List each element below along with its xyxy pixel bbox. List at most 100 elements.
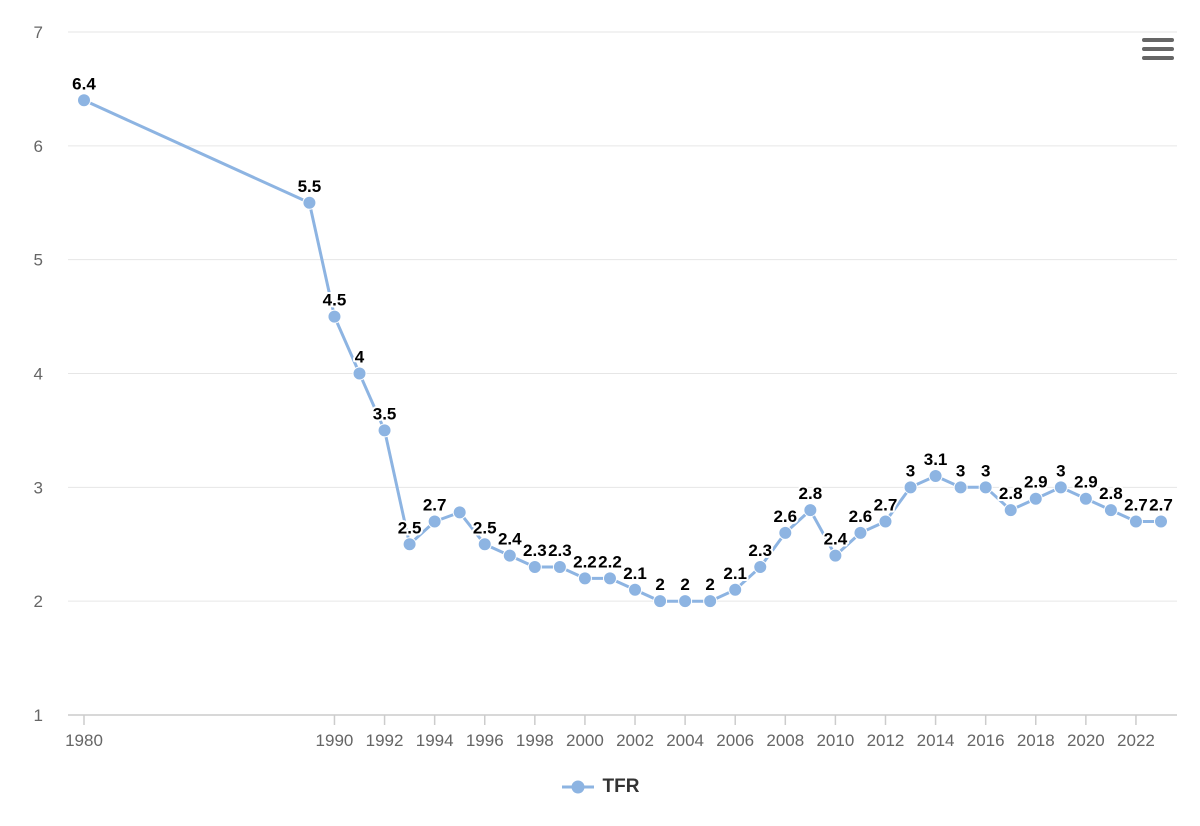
- y-tick-label: 2: [34, 592, 43, 611]
- x-tick-label: 1996: [466, 731, 504, 750]
- data-point: [1154, 514, 1168, 529]
- data-label: 2.7: [423, 495, 447, 514]
- data-point: [452, 505, 467, 520]
- legend-marker-icon: [561, 780, 594, 794]
- data-label: 2.1: [623, 564, 647, 583]
- data-point: [853, 525, 868, 540]
- data-point: [953, 480, 968, 495]
- data-point: [302, 195, 317, 210]
- y-tick-label: 4: [34, 365, 43, 384]
- data-point: [402, 537, 417, 552]
- data-point: [728, 582, 743, 597]
- data-label: 2.2: [598, 552, 622, 571]
- data-point: [828, 548, 843, 563]
- data-point: [878, 514, 893, 529]
- data-label: 4.5: [323, 291, 347, 310]
- data-point: [477, 537, 492, 552]
- legend: TFR: [0, 776, 1200, 800]
- data-label: 4: [355, 348, 365, 367]
- x-tick-label: 2018: [1017, 731, 1055, 750]
- menu-bar: [1142, 47, 1174, 51]
- data-label: 2.7: [874, 495, 898, 514]
- x-tick-label: 2004: [666, 731, 704, 750]
- data-point: [1028, 491, 1043, 506]
- data-label: 3: [981, 461, 990, 480]
- data-point: [678, 594, 693, 609]
- grid-lines: [68, 31, 1177, 602]
- series-tfr: [77, 93, 1168, 609]
- x-tick-label: 1998: [516, 731, 554, 750]
- data-label: 3.1: [924, 450, 948, 469]
- data-point: [377, 423, 392, 438]
- data-point: [803, 503, 818, 518]
- x-tick-label: 2012: [867, 731, 905, 750]
- data-label: 2.3: [548, 541, 572, 560]
- x-tick-label: 1994: [416, 731, 454, 750]
- data-label: 2.3: [748, 541, 772, 560]
- data-label: 6.4: [72, 74, 96, 93]
- data-point: [1103, 503, 1118, 518]
- legend-item-tfr[interactable]: TFR: [561, 776, 640, 798]
- data-label: 2.9: [1024, 473, 1048, 492]
- y-tick-label: 7: [34, 23, 43, 42]
- data-point: [978, 480, 993, 495]
- data-point: [527, 560, 542, 575]
- y-tick-label: 5: [34, 251, 43, 270]
- data-label: 3: [956, 461, 965, 480]
- data-point: [703, 594, 718, 609]
- y-tick-label: 3: [34, 478, 43, 497]
- data-point: [77, 93, 91, 108]
- data-label: 2.5: [473, 518, 497, 537]
- data-label: 2: [705, 575, 714, 594]
- data-label: 2.4: [824, 530, 848, 549]
- data-point: [552, 560, 567, 575]
- x-tick-label: 2022: [1117, 731, 1155, 750]
- series-line: [83, 98, 1161, 603]
- data-label: 3: [906, 461, 915, 480]
- data-label: 2.7: [1124, 495, 1148, 514]
- y-tick-label: 6: [34, 137, 43, 156]
- data-point: [352, 366, 367, 381]
- data-point: [1053, 480, 1068, 495]
- menu-bar: [1142, 56, 1174, 60]
- data-label: 2: [655, 575, 664, 594]
- data-point: [602, 571, 617, 586]
- x-tick-label: 1980: [65, 731, 103, 750]
- data-label: 2.6: [849, 507, 873, 526]
- data-point: [1078, 491, 1093, 506]
- x-tick-label: 1992: [366, 731, 404, 750]
- data-point: [427, 514, 442, 529]
- x-tick-label: 2014: [917, 731, 955, 750]
- x-tick-label: 2020: [1067, 731, 1105, 750]
- data-label: 2.9: [1074, 473, 1098, 492]
- data-point: [1128, 514, 1143, 529]
- data-labels: 6.45.54.543.52.52.72.52.42.3 2.32.2 2.22.1…: [70, 72, 1175, 596]
- data-label: 2.1: [723, 564, 747, 583]
- x-tick-label: 2002: [616, 731, 654, 750]
- data-label: 2.8: [799, 484, 823, 503]
- x-tick-label: 1990: [316, 731, 354, 750]
- x-tick-label: 2010: [816, 731, 854, 750]
- data-label: 2.2: [573, 552, 597, 571]
- data-label: 2: [680, 575, 689, 594]
- data-label: 5.5: [298, 177, 322, 196]
- data-point: [577, 571, 592, 586]
- data-point: [1003, 503, 1018, 518]
- data-label: 3: [1056, 461, 1065, 480]
- data-label: 2.6: [773, 507, 797, 526]
- data-point: [628, 582, 643, 597]
- data-label: 2.8: [999, 484, 1023, 503]
- data-label: 2.5: [398, 518, 422, 537]
- data-label: 2.7: [1149, 495, 1173, 514]
- data-label: 2.8: [1099, 484, 1123, 503]
- x-tick-label: 2008: [766, 731, 804, 750]
- chart-menu-icon[interactable]: [1140, 38, 1176, 66]
- axes: 1 2 3 4 5 6 7 1980 1990 1992 1994 1996 1998 2000 2002 2…: [34, 23, 1177, 750]
- data-label: 3.5: [373, 404, 397, 423]
- legend-label: TFR: [602, 776, 640, 797]
- y-tick-label: 1: [34, 706, 43, 725]
- x-tick-label: 2006: [716, 731, 754, 750]
- x-tick-label: 2016: [967, 731, 1005, 750]
- x-tick-label: 2000: [566, 731, 604, 750]
